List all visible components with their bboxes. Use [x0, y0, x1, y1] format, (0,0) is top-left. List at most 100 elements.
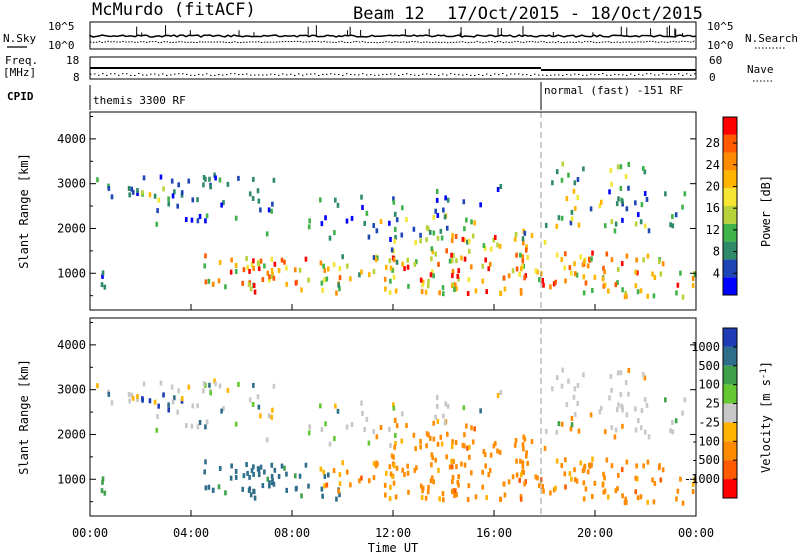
velocity-cell [392, 454, 395, 460]
power-cell [482, 243, 486, 249]
velocity-cell [620, 467, 624, 473]
power-panel: 1000 2000 3000 4000 Slant Range [km] 4 8 12 16… [17, 111, 773, 311]
velocity-cell [252, 464, 255, 470]
velocity-cell [259, 413, 262, 419]
velocity-cell [470, 470, 473, 476]
power-cell [420, 289, 424, 295]
power-cell [452, 252, 455, 258]
nave-dot [214, 74, 216, 76]
power-cell [671, 223, 675, 229]
power-cell [96, 177, 99, 183]
nave-dot [514, 73, 516, 75]
nave-dot [258, 74, 260, 76]
velocity-cell [636, 418, 640, 424]
power-cell [307, 277, 310, 283]
power-cell [582, 166, 585, 172]
power-cell [563, 265, 567, 271]
velocity-cell [577, 428, 581, 434]
power-cell [498, 243, 502, 249]
power-cell [579, 254, 583, 260]
nave-dot [158, 74, 160, 76]
velocity-cell [211, 487, 215, 493]
power-cell [271, 201, 274, 207]
nave-dot [406, 73, 408, 75]
nave-dot [342, 74, 344, 76]
power-cell [601, 276, 605, 282]
noise-right-tick-top: 10^5 [707, 20, 734, 33]
velocity-cell [446, 403, 450, 409]
velocity-cell [603, 475, 606, 481]
power-cell [304, 256, 308, 262]
power-cell [298, 267, 302, 273]
nave-dot [350, 74, 352, 76]
velocity-cell [499, 496, 503, 502]
velocity-cell [471, 439, 475, 445]
nave-dot [426, 73, 428, 75]
velocity-cell [328, 441, 332, 447]
nave-dot [694, 73, 696, 75]
power-cell [218, 259, 222, 265]
power-cell [567, 172, 570, 178]
colorbar-tick-label: 500 [698, 359, 720, 373]
power-cell [445, 248, 448, 254]
velocity-cell [605, 457, 609, 463]
power-cell [525, 244, 528, 250]
velocity-cell [636, 495, 640, 501]
nave-dot [578, 74, 580, 76]
power-cell [266, 270, 270, 276]
velocity-cell [473, 426, 476, 432]
sky-noise-trace [89, 34, 697, 38]
x-tick-label: 08:00 [274, 526, 310, 540]
velocity-cell [251, 401, 255, 407]
power-cell [617, 196, 620, 202]
velocity-cell [610, 463, 614, 469]
power-cell [205, 213, 209, 219]
velocity-cell [234, 421, 238, 427]
nave-dot [162, 73, 164, 75]
velocity-cell [635, 476, 639, 482]
power-cell [603, 269, 606, 275]
power-cell [345, 218, 349, 224]
power-cell [624, 290, 627, 296]
velocity-cell [157, 403, 160, 409]
nave-dot [318, 74, 320, 76]
power-cell [619, 164, 623, 170]
velocity-cell [304, 462, 308, 468]
power-cell [403, 266, 406, 272]
power-cell [395, 217, 399, 223]
velocity-cell [130, 392, 134, 398]
power-cell [372, 223, 376, 229]
power-cell [619, 185, 623, 191]
velocity-cell [635, 463, 638, 469]
power-cell [350, 215, 354, 221]
power-cell [430, 246, 434, 252]
power-ylabel: Slant Range [km] [17, 153, 31, 269]
velocity-cell [525, 450, 528, 456]
nave-dot [334, 73, 336, 75]
velocity-cell [557, 421, 561, 427]
velocity-cell [646, 499, 650, 505]
power-cell [445, 225, 449, 231]
nave-dot [538, 74, 540, 76]
cpid-panel: CPID themis 3300 RF normal (fast) -151 R… [7, 82, 683, 110]
nave-dot [446, 74, 448, 76]
velocity-cell [519, 458, 522, 464]
nave-dot [354, 74, 356, 76]
power-cell [634, 221, 638, 227]
power-cell [598, 203, 602, 209]
velocity-cell [526, 460, 529, 466]
velocity-cell [524, 453, 528, 459]
power-cell [624, 293, 628, 299]
velocity-cell [220, 408, 223, 414]
power-cell [621, 198, 624, 204]
nave-dot [542, 74, 544, 76]
velocity-cell [454, 439, 458, 445]
velocity-cell [676, 488, 680, 494]
velocity-cell [619, 370, 623, 376]
power-cell [551, 180, 554, 186]
colorbar-frame [722, 327, 738, 499]
velocity-cell [647, 434, 651, 440]
velocity-cell [627, 367, 631, 373]
power-cell [308, 218, 311, 224]
nave-dot [678, 73, 680, 75]
